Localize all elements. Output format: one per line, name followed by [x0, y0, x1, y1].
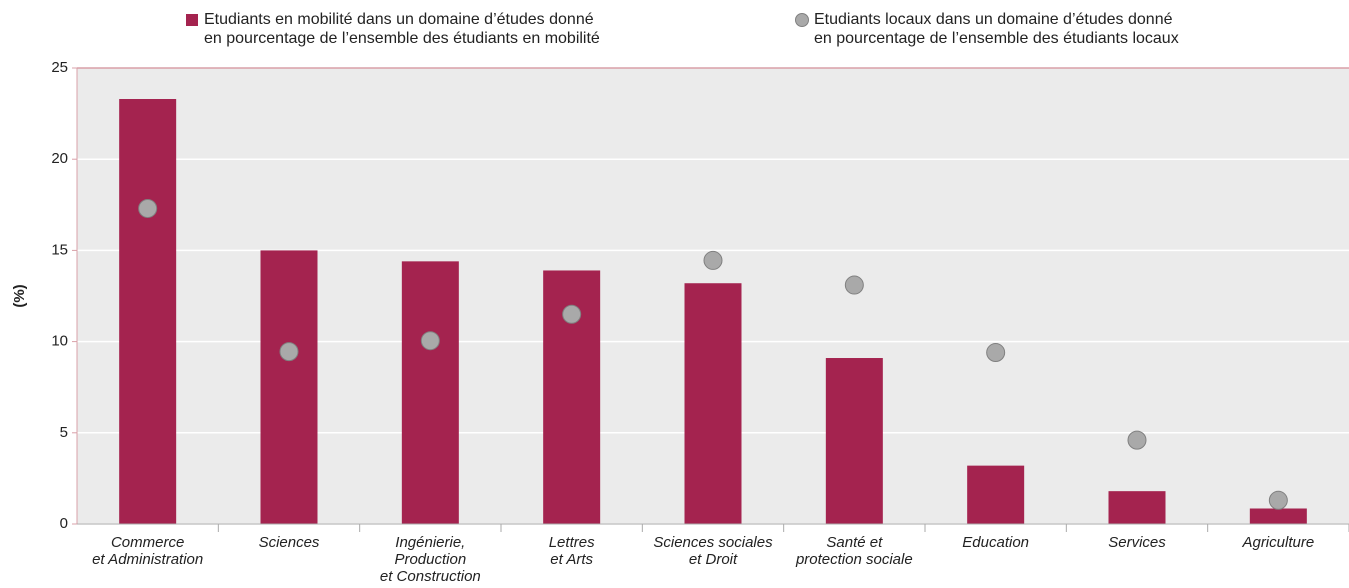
dot — [1127, 430, 1147, 450]
y-axis-label: (%) — [11, 284, 28, 307]
legend-label: Etudiants en mobilité dans un domaine d’… — [204, 11, 600, 47]
y-tick-label: 20 — [51, 150, 68, 167]
x-tick-label: Lettres et Arts — [548, 534, 595, 568]
dot — [844, 275, 864, 295]
dot — [562, 304, 582, 324]
bar — [119, 99, 177, 525]
dot — [138, 198, 158, 218]
dot — [420, 331, 440, 351]
y-tick-label: 5 — [60, 424, 68, 441]
x-tick-label: Commerce et Administration — [92, 534, 204, 568]
y-tick-label: 15 — [51, 241, 68, 258]
bar — [1249, 508, 1307, 524]
dot — [986, 343, 1006, 363]
y-tick-label: 10 — [51, 333, 68, 350]
bar — [260, 250, 318, 524]
legend-swatch — [186, 14, 198, 26]
x-tick-label: Santé et protection sociale — [795, 534, 913, 568]
y-tick-label: 25 — [51, 59, 68, 76]
legend-swatch — [795, 13, 809, 27]
x-tick-label: Sciences — [258, 534, 320, 551]
x-tick-label: Education — [962, 534, 1030, 551]
bar — [825, 358, 883, 524]
bar — [1108, 491, 1166, 524]
bar — [401, 261, 459, 524]
x-tick-label: Agriculture — [1242, 534, 1315, 551]
dot — [703, 250, 723, 270]
bar — [967, 465, 1025, 524]
x-tick-label: Ingénierie, Production et Construction — [379, 534, 481, 585]
y-tick-label: 0 — [60, 515, 68, 532]
bar — [684, 283, 742, 524]
x-tick-label: Services — [1108, 534, 1166, 551]
dot — [1268, 490, 1288, 510]
legend-label: Etudiants locaux dans un domaine d’étude… — [814, 11, 1179, 47]
dot — [279, 342, 299, 362]
x-tick-label: Sciences sociales et Droit — [653, 534, 773, 568]
